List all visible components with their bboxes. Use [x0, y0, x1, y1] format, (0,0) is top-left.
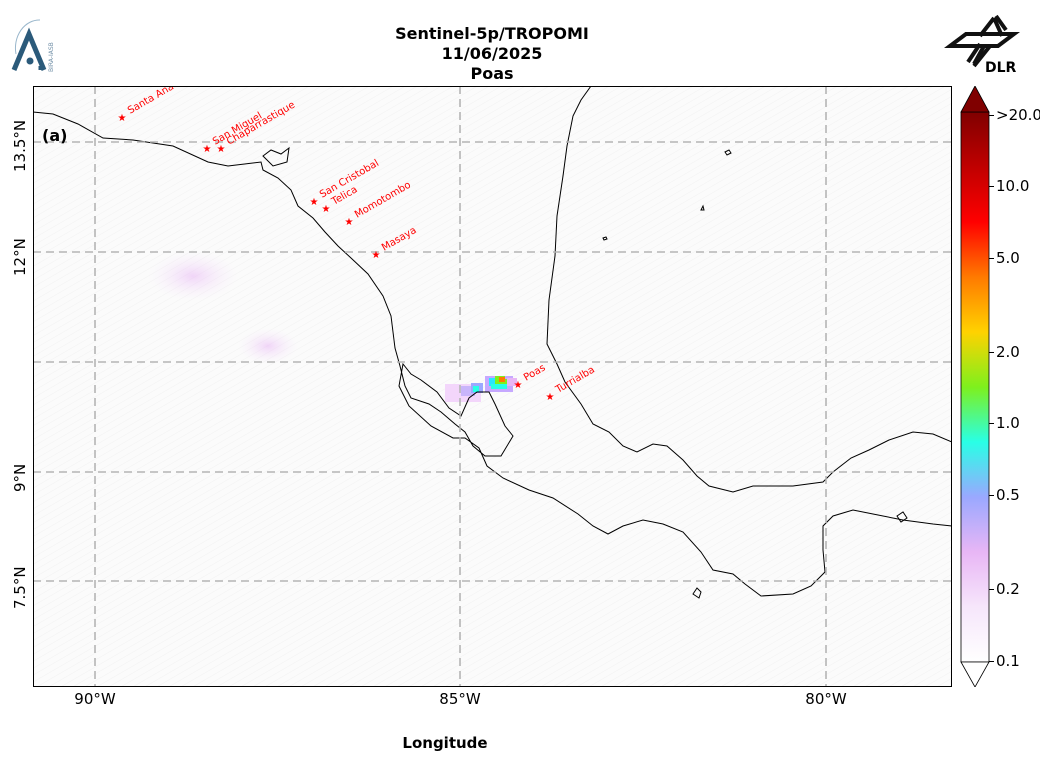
figure-title: Sentinel-5p/TROPOMI 11/06/2025 Poas	[342, 24, 642, 84]
so2-faint-area	[148, 251, 238, 301]
so2-plume-poas	[445, 376, 517, 402]
colorbar-tick-mark	[989, 589, 994, 590]
colorbar-tick-label: 5.0	[996, 249, 1020, 267]
volcano-marker-icon: ★	[546, 392, 555, 403]
x-tick-label: 85°W	[439, 690, 481, 708]
colorbar-tick-mark	[989, 186, 994, 187]
colorbar-tick-mark	[989, 661, 994, 662]
colorbar-extend-top	[960, 86, 990, 113]
volcano-marker-icon: ★	[203, 144, 212, 155]
colorbar-tick-label: 1.0	[996, 414, 1020, 432]
gridlines	[33, 86, 952, 687]
island	[602, 236, 608, 241]
y-tick-label: 13.5°N	[11, 119, 29, 172]
colorbar-tick-label: 0.1	[996, 652, 1020, 670]
island	[896, 511, 908, 523]
colorbar-tick-mark	[989, 115, 994, 116]
bira-iasb-logo: BIRA-IASB	[11, 19, 55, 72]
volcano-marker-icon: ★	[310, 197, 319, 208]
coastline-pacific	[33, 111, 952, 597]
x-axis-label: Longitude	[402, 734, 488, 752]
colorbar-tick-mark	[989, 495, 994, 496]
panel-label: (a)	[42, 126, 68, 145]
coastline-caribbean	[546, 86, 952, 493]
colorbar-fill	[960, 111, 990, 663]
colorbar-tick-label: 0.5	[996, 486, 1020, 504]
x-tick-label: 80°W	[805, 690, 847, 708]
colorbar-tick-label: 2.0	[996, 343, 1020, 361]
volcano-marker-icon: ★	[345, 217, 354, 228]
volcano-marker-icon: ★	[118, 113, 127, 124]
coastline-gulf-fonseca	[262, 146, 290, 167]
y-tick-label: 12°N	[11, 238, 29, 276]
volcano-marker-icon: ★	[322, 204, 331, 215]
island	[692, 587, 702, 599]
title-instrument: Sentinel-5p/TROPOMI	[395, 24, 589, 43]
map-plot: ★Santa Ana★San Miguel★Chaparrastique★San…	[33, 86, 952, 687]
colorbar	[960, 86, 990, 687]
dlr-logo-icon	[944, 14, 1020, 68]
map-frame	[33, 86, 952, 687]
volcano-marker-icon: ★	[514, 380, 523, 391]
colorbar-extend-bottom	[960, 661, 990, 687]
colorbar-tick-label: >20.0	[996, 106, 1040, 124]
colorbar-tick-label: 10.0	[996, 177, 1030, 195]
svg-text:BIRA-IASB: BIRA-IASB	[48, 42, 55, 72]
island	[700, 204, 705, 211]
colorbar-tick-mark	[989, 423, 994, 424]
y-tick-label: 9°N	[11, 463, 29, 492]
x-tick-label: 90°W	[74, 690, 116, 708]
volcano-marker-icon: ★	[372, 250, 381, 261]
colorbar-tick-mark	[989, 352, 994, 353]
title-volcano: Poas	[470, 64, 514, 83]
dlr-logo-text: DLR	[985, 60, 1017, 76]
colorbar-tick-mark	[989, 258, 994, 259]
island	[724, 149, 732, 156]
so2-faint-area	[238, 328, 298, 364]
y-tick-label: 7.5°N	[11, 566, 29, 609]
colorbar-tick-label: 0.2	[996, 580, 1020, 598]
volcano-marker-icon: ★	[217, 144, 226, 155]
title-date: 11/06/2025	[441, 44, 543, 63]
